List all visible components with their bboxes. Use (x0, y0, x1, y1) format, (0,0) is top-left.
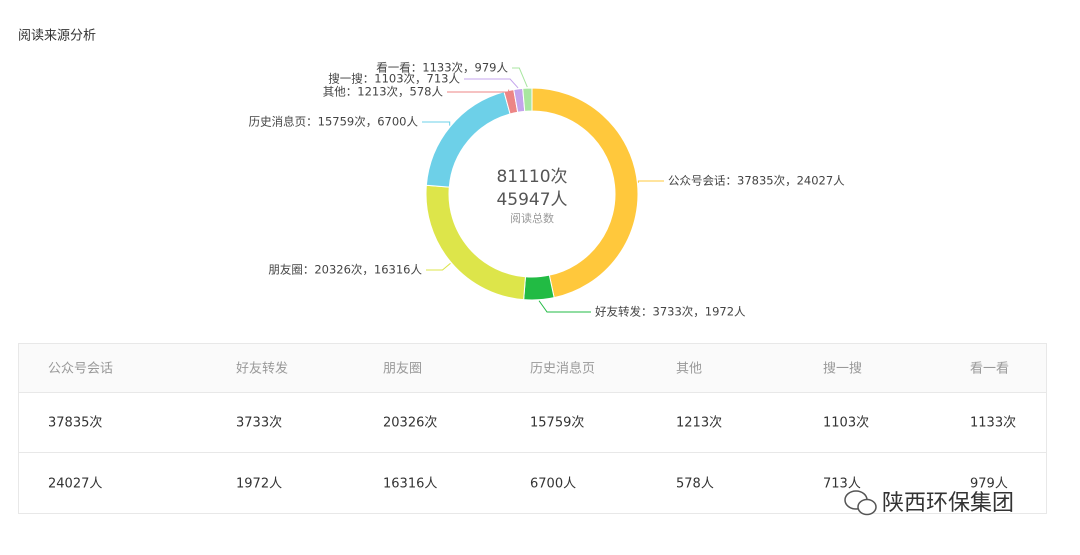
slice-label: 搜一搜：1103次，713人 (328, 72, 460, 86)
donut-slice (523, 274, 555, 301)
slice-label: 公众号会话：37835次，24027人 (668, 174, 845, 188)
slice-label: 朋友圈：20326次，16316人 (268, 263, 422, 277)
slice-label: 看一看：1133次，979人 (376, 61, 508, 75)
table-cell: 15759次 (530, 415, 584, 431)
table-header: 看一看 (970, 361, 1009, 377)
leader-line (447, 89, 510, 93)
table-cell: 1133次 (970, 415, 1016, 431)
table-cell: 20326次 (383, 415, 437, 431)
table-cell: 979人 (970, 477, 1008, 492)
wechat-icon (844, 490, 877, 516)
slice-label: 好友转发：3733次，1972人 (595, 305, 746, 319)
table-header-bg (19, 344, 1046, 392)
leader-line (422, 121, 451, 126)
table-cell: 1103次 (823, 415, 869, 431)
table-cell: 16316人 (383, 477, 437, 492)
table-header: 公众号会话 (48, 362, 113, 377)
table-header: 其他 (676, 362, 702, 377)
center-people: 45947人 (496, 190, 567, 210)
table-cell: 1213次 (676, 415, 722, 431)
donut-slice (522, 87, 533, 112)
slice-label: 历史消息页：15759次，6700人 (249, 115, 419, 129)
table-cell: 713人 (823, 477, 861, 492)
table-cell: 37835次 (48, 415, 102, 431)
table-cell: 578人 (676, 477, 714, 492)
table-header: 历史消息页 (530, 361, 595, 377)
leader-line (426, 262, 451, 271)
table-cell: 6700人 (530, 477, 576, 492)
table-header: 好友转发 (236, 361, 288, 377)
leader-line (637, 180, 664, 183)
leader-line (538, 300, 591, 313)
section-title: 阅读来源分析 (18, 29, 96, 44)
table-cell: 24027人 (48, 477, 102, 492)
table-cell: 1972人 (236, 477, 282, 492)
slice-label: 其他：1213次，578人 (323, 85, 444, 99)
center-caption: 阅读总数 (510, 211, 554, 225)
leader-line (464, 78, 519, 89)
table-cell: 3733次 (236, 415, 282, 431)
watermark: 陕西环保集团 (882, 491, 1014, 516)
table-header: 搜一搜 (823, 362, 862, 377)
leader-line (512, 67, 528, 88)
table-header: 朋友圈 (383, 361, 422, 377)
center-count: 81110次 (496, 167, 567, 187)
